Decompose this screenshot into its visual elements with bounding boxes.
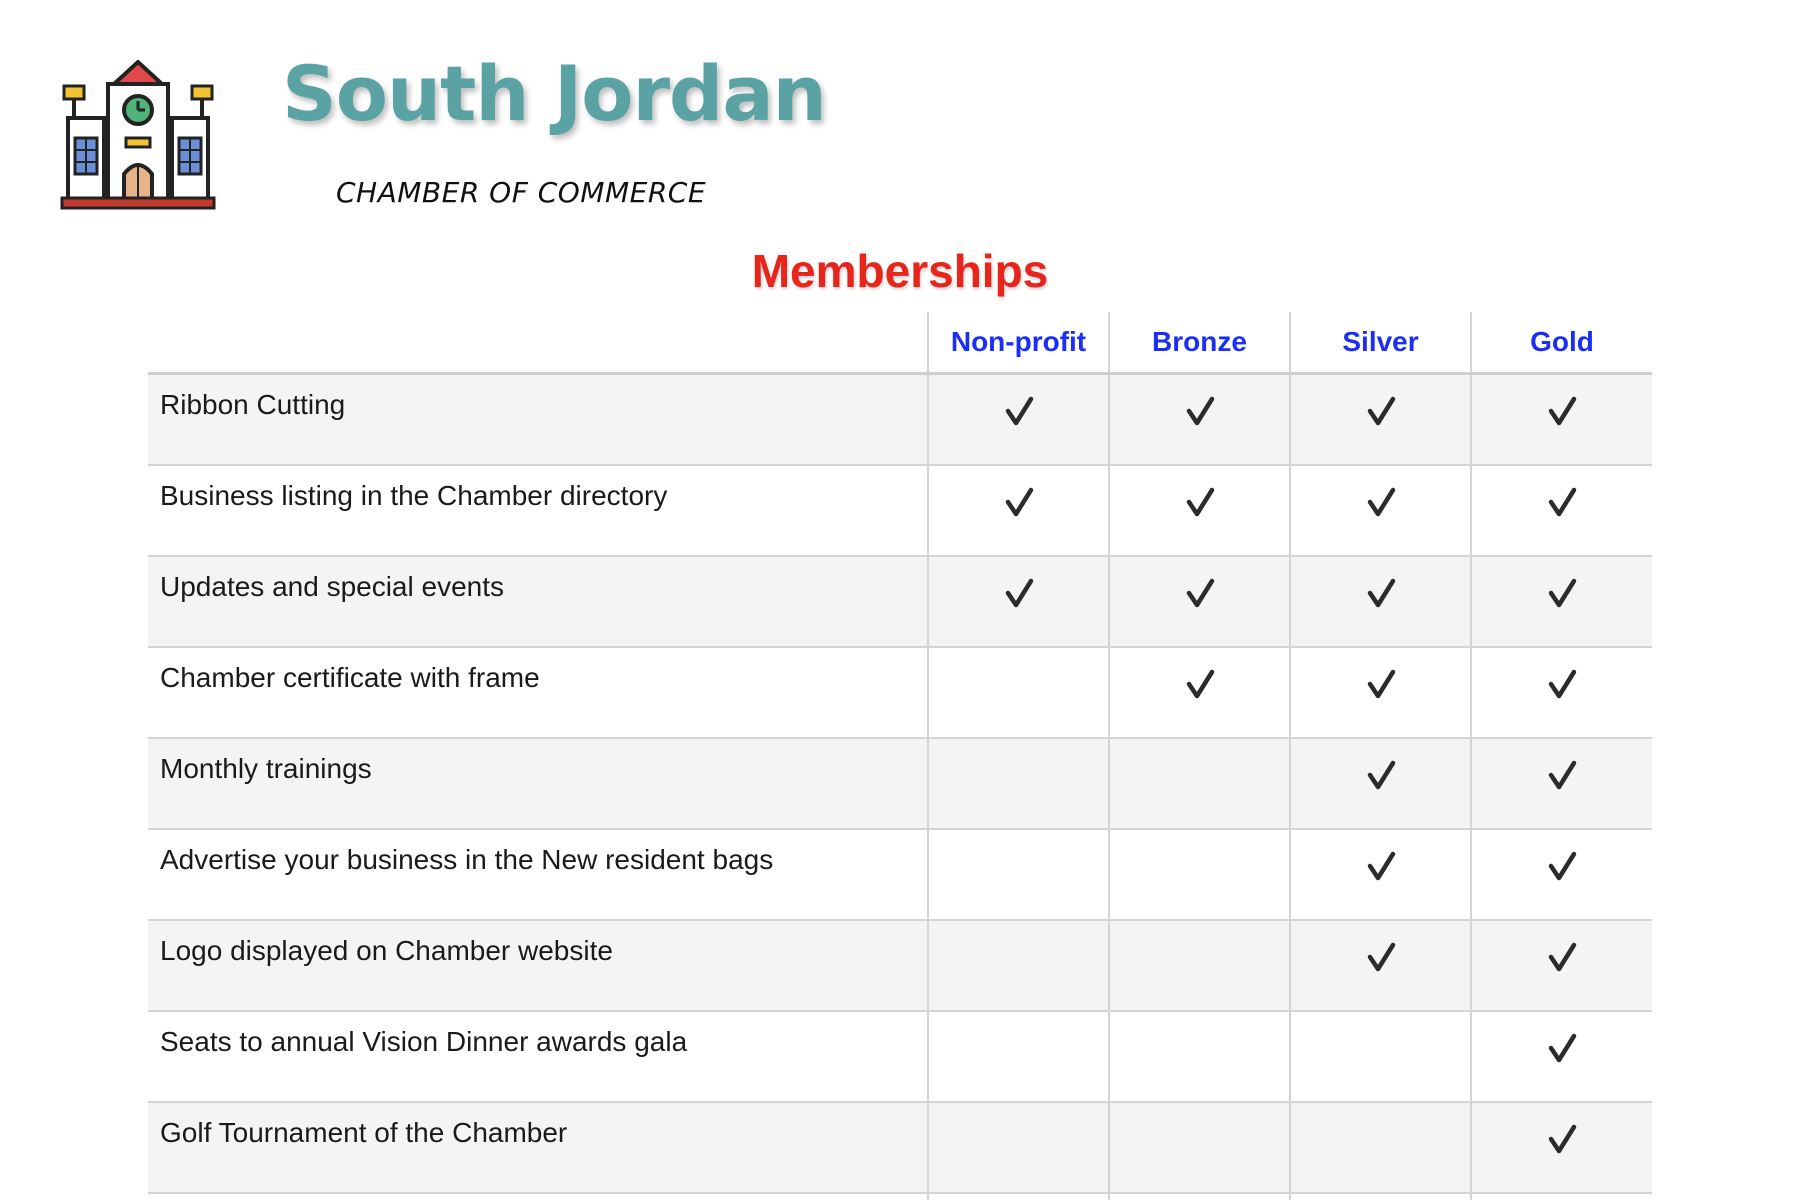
cell-bronze [1108, 1011, 1290, 1103]
feature-label: Advertise your business in the New resid… [148, 829, 928, 921]
check-icon [1364, 668, 1398, 707]
cell-bronze [1108, 647, 1290, 739]
cell-silver [1289, 1102, 1471, 1194]
feature-label: Advertisment in Social Media [148, 1193, 928, 1200]
check-icon [1002, 486, 1036, 525]
table-row: Logo displayed on Chamber website [148, 920, 1652, 1012]
cell-silver [1289, 738, 1471, 830]
memberships-table: Non-profit Bronze Silver Gold Ribbon Cut… [148, 312, 1652, 1200]
cell-silver [1289, 556, 1471, 648]
cell-non-profit [927, 738, 1109, 830]
cell-bronze [1108, 738, 1290, 830]
feature-label: Golf Tournament of the Chamber [148, 1102, 928, 1194]
feature-label: Seats to annual Vision Dinner awards gal… [148, 1011, 928, 1103]
check-icon [1545, 395, 1579, 434]
check-icon [1545, 577, 1579, 616]
table-row: Monthly trainings [148, 738, 1652, 830]
cell-bronze [1108, 556, 1290, 648]
check-icon [1364, 759, 1398, 798]
check-icon [1545, 850, 1579, 889]
check-icon [1002, 577, 1036, 616]
check-icon [1364, 486, 1398, 525]
cell-silver [1289, 829, 1471, 921]
memberships-table-container: Non-profit Bronze Silver Gold Ribbon Cut… [148, 312, 1652, 1200]
cell-non-profit [927, 556, 1109, 648]
table-row: Business listing in the Chamber director… [148, 465, 1652, 557]
cell-non-profit [927, 829, 1109, 921]
cell-bronze [1108, 829, 1290, 921]
check-icon [1183, 395, 1217, 434]
cell-bronze [1108, 920, 1290, 1012]
check-icon [1545, 941, 1579, 980]
check-icon [1545, 759, 1579, 798]
cell-gold [1470, 373, 1652, 466]
cell-gold [1470, 1011, 1652, 1103]
feature-label: Chamber certificate with frame [148, 647, 928, 739]
cell-gold [1470, 920, 1652, 1012]
brand-subtitle: CHAMBER OF COMMERCE [336, 176, 707, 209]
check-icon [1364, 577, 1398, 616]
feature-label: Ribbon Cutting [148, 373, 928, 466]
check-icon [1545, 1032, 1579, 1071]
cell-bronze [1108, 465, 1290, 557]
cell-gold [1470, 1193, 1652, 1200]
tier-header-gold: Gold [1470, 312, 1652, 375]
feature-label: Updates and special events [148, 556, 928, 648]
check-icon [1364, 850, 1398, 889]
cell-non-profit [927, 1102, 1109, 1194]
table-body: Ribbon Cutting Business listing in the Ch… [148, 373, 1652, 1200]
cell-non-profit [927, 647, 1109, 739]
cell-gold [1470, 1102, 1652, 1194]
table-row: Updates and special events [148, 556, 1652, 648]
check-icon [1183, 486, 1217, 525]
cell-gold [1470, 647, 1652, 739]
table-row: Ribbon Cutting [148, 373, 1652, 466]
feature-label: Business listing in the Chamber director… [148, 465, 928, 557]
check-icon [1545, 486, 1579, 525]
cell-non-profit [927, 465, 1109, 557]
cell-silver [1289, 1193, 1471, 1200]
table-row: Advertisment in Social Media [148, 1193, 1652, 1200]
feature-label: Logo displayed on Chamber website [148, 920, 928, 1012]
cell-non-profit [927, 1011, 1109, 1103]
table-row: Chamber certificate with frame [148, 647, 1652, 739]
table-row: Advertise your business in the New resid… [148, 829, 1652, 921]
check-icon [1545, 1123, 1579, 1162]
check-icon [1364, 941, 1398, 980]
table-header-row: Non-profit Bronze Silver Gold [148, 312, 1652, 375]
brand-title: South Jordan [282, 49, 827, 138]
table-row: Seats to annual Vision Dinner awards gal… [148, 1011, 1652, 1103]
cell-non-profit [927, 1193, 1109, 1200]
cell-bronze [1108, 1102, 1290, 1194]
tier-header-silver: Silver [1289, 312, 1471, 375]
table-row: Golf Tournament of the Chamber [148, 1102, 1652, 1194]
cell-silver [1289, 373, 1471, 466]
feature-column-header [148, 312, 928, 375]
cell-non-profit [927, 373, 1109, 466]
cell-silver [1289, 920, 1471, 1012]
check-icon [1002, 395, 1036, 434]
cell-gold [1470, 465, 1652, 557]
tier-header-non-profit: Non-profit [927, 312, 1109, 375]
check-icon [1545, 668, 1579, 707]
cell-silver [1289, 465, 1471, 557]
cell-gold [1470, 829, 1652, 921]
check-icon [1364, 395, 1398, 434]
feature-label: Monthly trainings [148, 738, 928, 830]
cell-gold [1470, 738, 1652, 830]
tier-header-bronze: Bronze [1108, 312, 1290, 375]
cell-bronze [1108, 373, 1290, 466]
city-hall-building-icon [60, 60, 216, 210]
cell-non-profit [927, 920, 1109, 1012]
check-icon [1183, 668, 1217, 707]
memberships-title: Memberships [751, 245, 1049, 297]
cell-bronze [1108, 1193, 1290, 1200]
cell-gold [1470, 556, 1652, 648]
check-icon [1183, 577, 1217, 616]
cell-silver [1289, 1011, 1471, 1103]
cell-silver [1289, 647, 1471, 739]
